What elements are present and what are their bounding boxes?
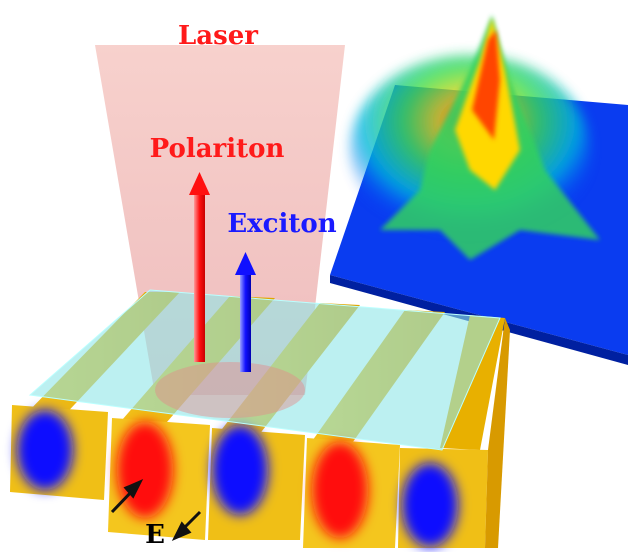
page: {"labels": {"laser": "Laser", "polariton… <box>0 0 628 552</box>
polariton-label: Polariton <box>150 134 285 164</box>
exciton-label: Exciton <box>227 209 336 239</box>
laser-label: Laser <box>178 21 258 51</box>
field-label: E <box>145 520 165 550</box>
laser-spot <box>155 362 305 418</box>
diagram: Laser Polariton Exciton E <box>0 0 628 552</box>
